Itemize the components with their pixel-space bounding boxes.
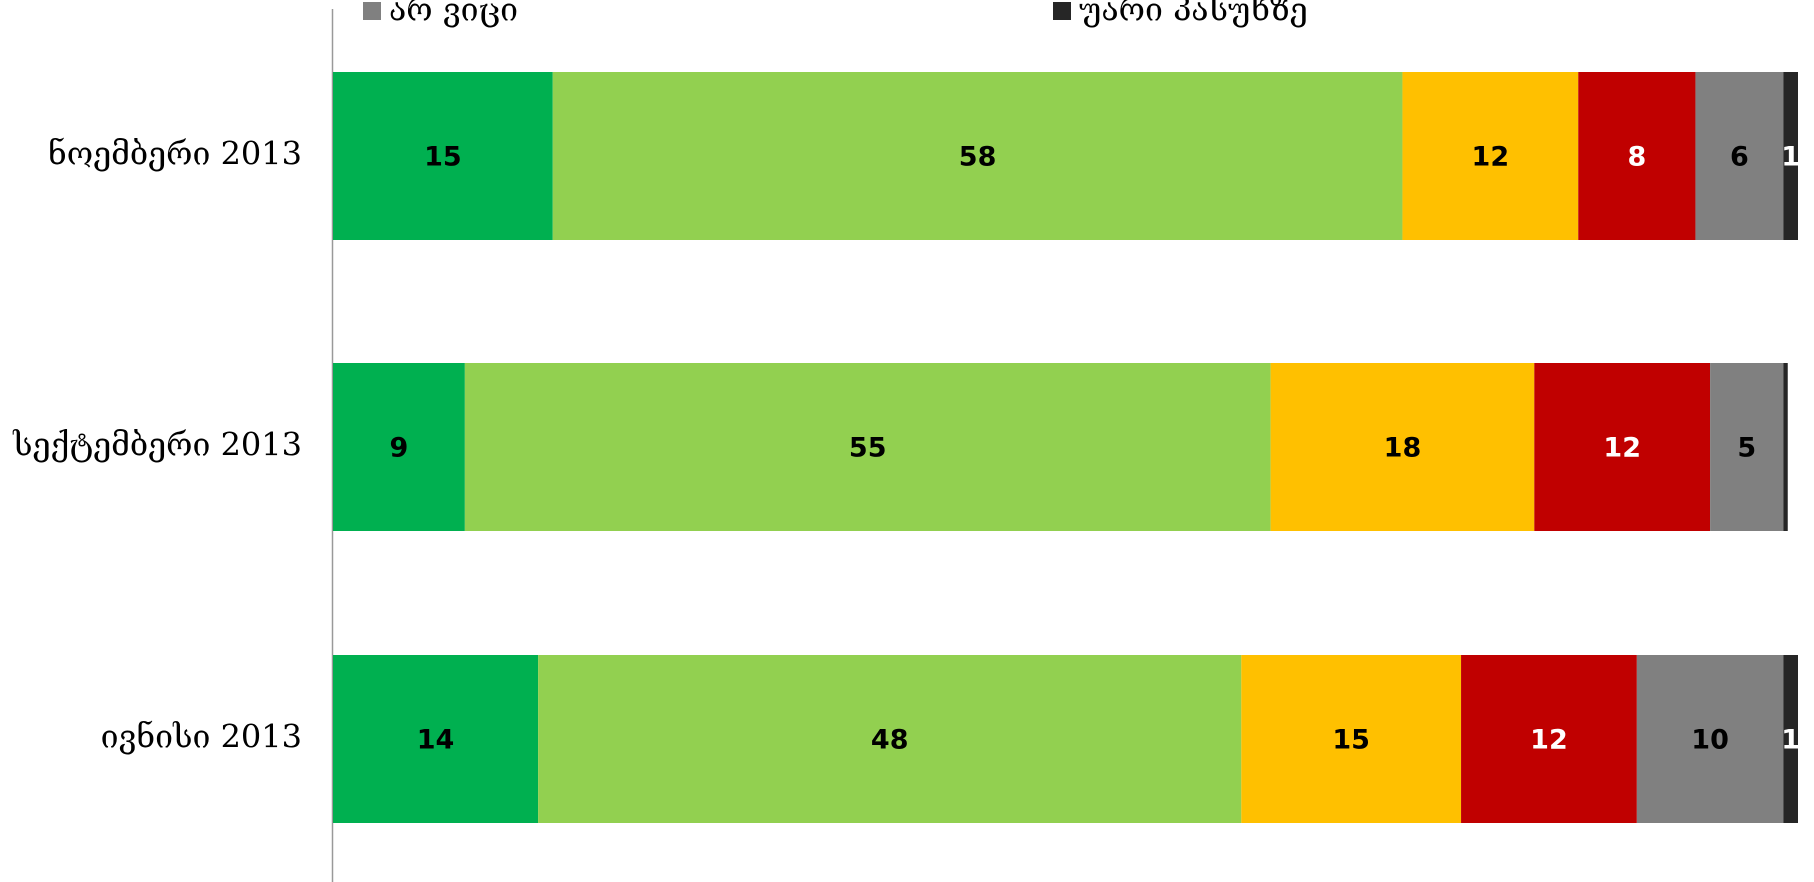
bar-segment bbox=[552, 72, 1403, 240]
data-label: 18 bbox=[1384, 433, 1422, 464]
data-label: 1 bbox=[1781, 142, 1800, 173]
category-label: სექტემბერი 2013 bbox=[12, 426, 302, 464]
data-label: 9 bbox=[390, 433, 409, 464]
data-label: 15 bbox=[424, 142, 462, 173]
bar-segment bbox=[333, 655, 539, 823]
data-label: 8 bbox=[1627, 142, 1646, 173]
category-label: ნოემბერი 2013 bbox=[48, 135, 302, 173]
data-label: 12 bbox=[1603, 433, 1641, 464]
bar-segment bbox=[1783, 363, 1788, 531]
bar-segment bbox=[1461, 655, 1637, 823]
bar-segment bbox=[1241, 655, 1462, 823]
data-label: 12 bbox=[1472, 142, 1510, 173]
data-label: 14 bbox=[417, 725, 455, 756]
bar-segment bbox=[1636, 655, 1784, 823]
legend-label: არ ვიცი bbox=[389, 0, 518, 29]
data-label: 1 bbox=[1781, 725, 1800, 756]
bar-segment bbox=[538, 655, 1242, 823]
legend-swatch bbox=[1053, 2, 1071, 20]
bar-segment bbox=[1695, 72, 1784, 240]
bar-segment bbox=[1578, 72, 1696, 240]
bar-segment bbox=[1710, 363, 1784, 531]
data-label: 5 bbox=[1737, 433, 1756, 464]
data-label: 48 bbox=[871, 725, 909, 756]
bar-segment bbox=[1270, 363, 1535, 531]
data-label: 10 bbox=[1691, 725, 1729, 756]
legend-swatch bbox=[363, 2, 381, 20]
bar-segment bbox=[333, 72, 553, 240]
bar-segment bbox=[464, 363, 1271, 531]
data-label: 58 bbox=[959, 142, 997, 173]
category-label: ივნისი 2013 bbox=[101, 718, 302, 756]
legend-label: უარი პასუხზე bbox=[1079, 0, 1308, 29]
bar-segment bbox=[1402, 72, 1579, 240]
bar-segment bbox=[1783, 72, 1798, 240]
data-label: 15 bbox=[1332, 725, 1370, 756]
data-label: 6 bbox=[1730, 142, 1749, 173]
data-label: 55 bbox=[849, 433, 887, 464]
bar-segment bbox=[1783, 655, 1798, 823]
data-label: 12 bbox=[1530, 725, 1568, 756]
bar-segment bbox=[1534, 363, 1711, 531]
bar-segment bbox=[333, 363, 465, 531]
